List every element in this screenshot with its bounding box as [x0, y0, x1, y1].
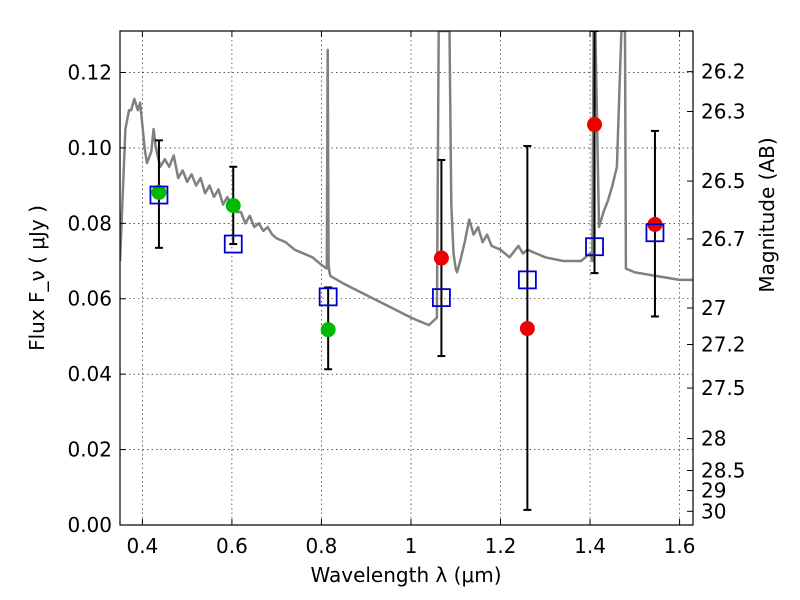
observed-point [519, 321, 535, 337]
model-photometry-point [517, 270, 537, 290]
axes: 0.4 0.6 0.8 1 1.2 1.4 1.6 0.00 0.02 0.04 0.06 0.08 0… [67, 31, 746, 558]
y-tick-label-right: 26.7 [701, 227, 746, 251]
model-photometry-point [585, 237, 604, 257]
y-tick-label-right: 26.3 [701, 100, 746, 124]
y-tick-label: 0.12 [67, 60, 112, 84]
observed-point [587, 117, 603, 133]
model-photometry-point [318, 287, 338, 307]
y-tick-label-right: 28.5 [701, 458, 746, 482]
observed-point [151, 184, 167, 200]
observed-point [225, 198, 241, 214]
x-tick-label: 0.8 [306, 534, 338, 558]
x-tick-label: 1 [405, 534, 418, 558]
x-tick-label: 1.2 [485, 534, 517, 558]
y-tick-label-right: 26.5 [701, 169, 746, 193]
x-tick-label: 1.6 [664, 534, 696, 558]
y-tick-label-right: 29 [701, 479, 726, 503]
observed-point [320, 322, 336, 338]
y-axis-label-left: Flux F_ν ( μJy ) [25, 205, 49, 351]
x-axis-label: Wavelength λ (μm) [310, 563, 501, 587]
observed-point [433, 250, 449, 266]
x-tick-label: 0.4 [126, 534, 158, 558]
model-photometry-point [223, 234, 243, 254]
plot-area [120, 31, 693, 511]
y-tick-label-right: 27.2 [701, 333, 746, 357]
y-tick-label-right: 28 [701, 427, 726, 451]
x-tick-label: 1.4 [574, 534, 606, 558]
model-photometry-point [432, 288, 451, 308]
y-tick-label: 0.00 [67, 513, 112, 537]
y-tick-label: 0.10 [67, 136, 112, 160]
y-tick-label-right: 30 [701, 499, 726, 523]
y-tick-label-right: 27 [701, 296, 726, 320]
model-photometry-point [149, 185, 169, 205]
plot-frame [119, 30, 694, 526]
y-tick-label: 0.08 [67, 211, 112, 235]
y-tick-label: 0.04 [67, 362, 112, 386]
y-tick-label-right: 27.5 [701, 376, 746, 400]
sed-line [120, 31, 693, 327]
y-axis-label-right: Magnitude (AB) [755, 137, 779, 292]
model-photometry-point [645, 223, 665, 243]
x-tick-label: 0.6 [216, 534, 248, 558]
y-tick-label-right: 26.2 [701, 60, 746, 84]
y-tick-label: 0.06 [67, 287, 112, 311]
y-tick-label: 0.02 [67, 438, 112, 462]
